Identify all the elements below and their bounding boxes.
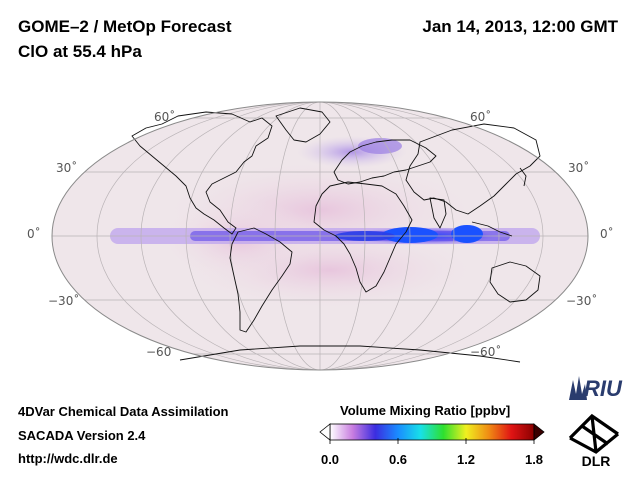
lat-label-30s-left: −30˚ [48,294,80,308]
riu-logo-text: RIU [584,376,623,401]
dlr-logo-mark [568,413,620,454]
colorbar-fill [329,423,535,441]
dlr-logo-text: DLR [582,453,611,468]
colorbar-tick-2: 1.2 [456,452,476,467]
colorbar-min-arrow [319,423,331,441]
lat-label-30n-right: 30˚ [568,161,590,175]
lat-label-30n-left: 30˚ [56,161,78,175]
riu-logo: RIU [569,376,623,401]
colorbar-title: Volume Mixing Ratio [ppbv] [340,403,511,418]
lat-label-60s-right: −60˚ [470,345,502,359]
lat-label-60n-right: 60˚ [470,110,492,124]
colorbar [319,423,545,444]
lat-label-60n-left: 60˚ [154,110,176,124]
world-map [51,101,589,371]
product-title: GOME–2 / MetOp Forecast [18,17,232,36]
coastlines [131,107,541,363]
forecast-datetime: Jan 14, 2013, 12:00 GMT [422,17,618,36]
dlr-logo: DLR [568,413,620,468]
footer-system-name: 4DVar Chemical Data Assimilation [18,404,229,419]
footer-url[interactable]: http://wdc.dlr.de [18,451,118,466]
colorbar-tick-3: 1.8 [524,452,544,467]
colorbar-tick-0: 0.0 [320,452,340,467]
riu-logo-mark [569,376,587,400]
lat-label-eq-left: 0˚ [27,227,41,241]
lat-label-eq-right: 0˚ [600,227,614,241]
lat-label-30s-right: −30˚ [566,294,598,308]
species-level-title: ClO at 55.4 hPa [18,42,142,61]
colorbar-tick-1: 0.6 [388,452,408,467]
colorbar-max-arrow [533,423,545,441]
lat-label-60s-left: −60 [146,345,172,359]
globe-outline [51,101,589,371]
footer-version: SACADA Version 2.4 [18,428,146,443]
